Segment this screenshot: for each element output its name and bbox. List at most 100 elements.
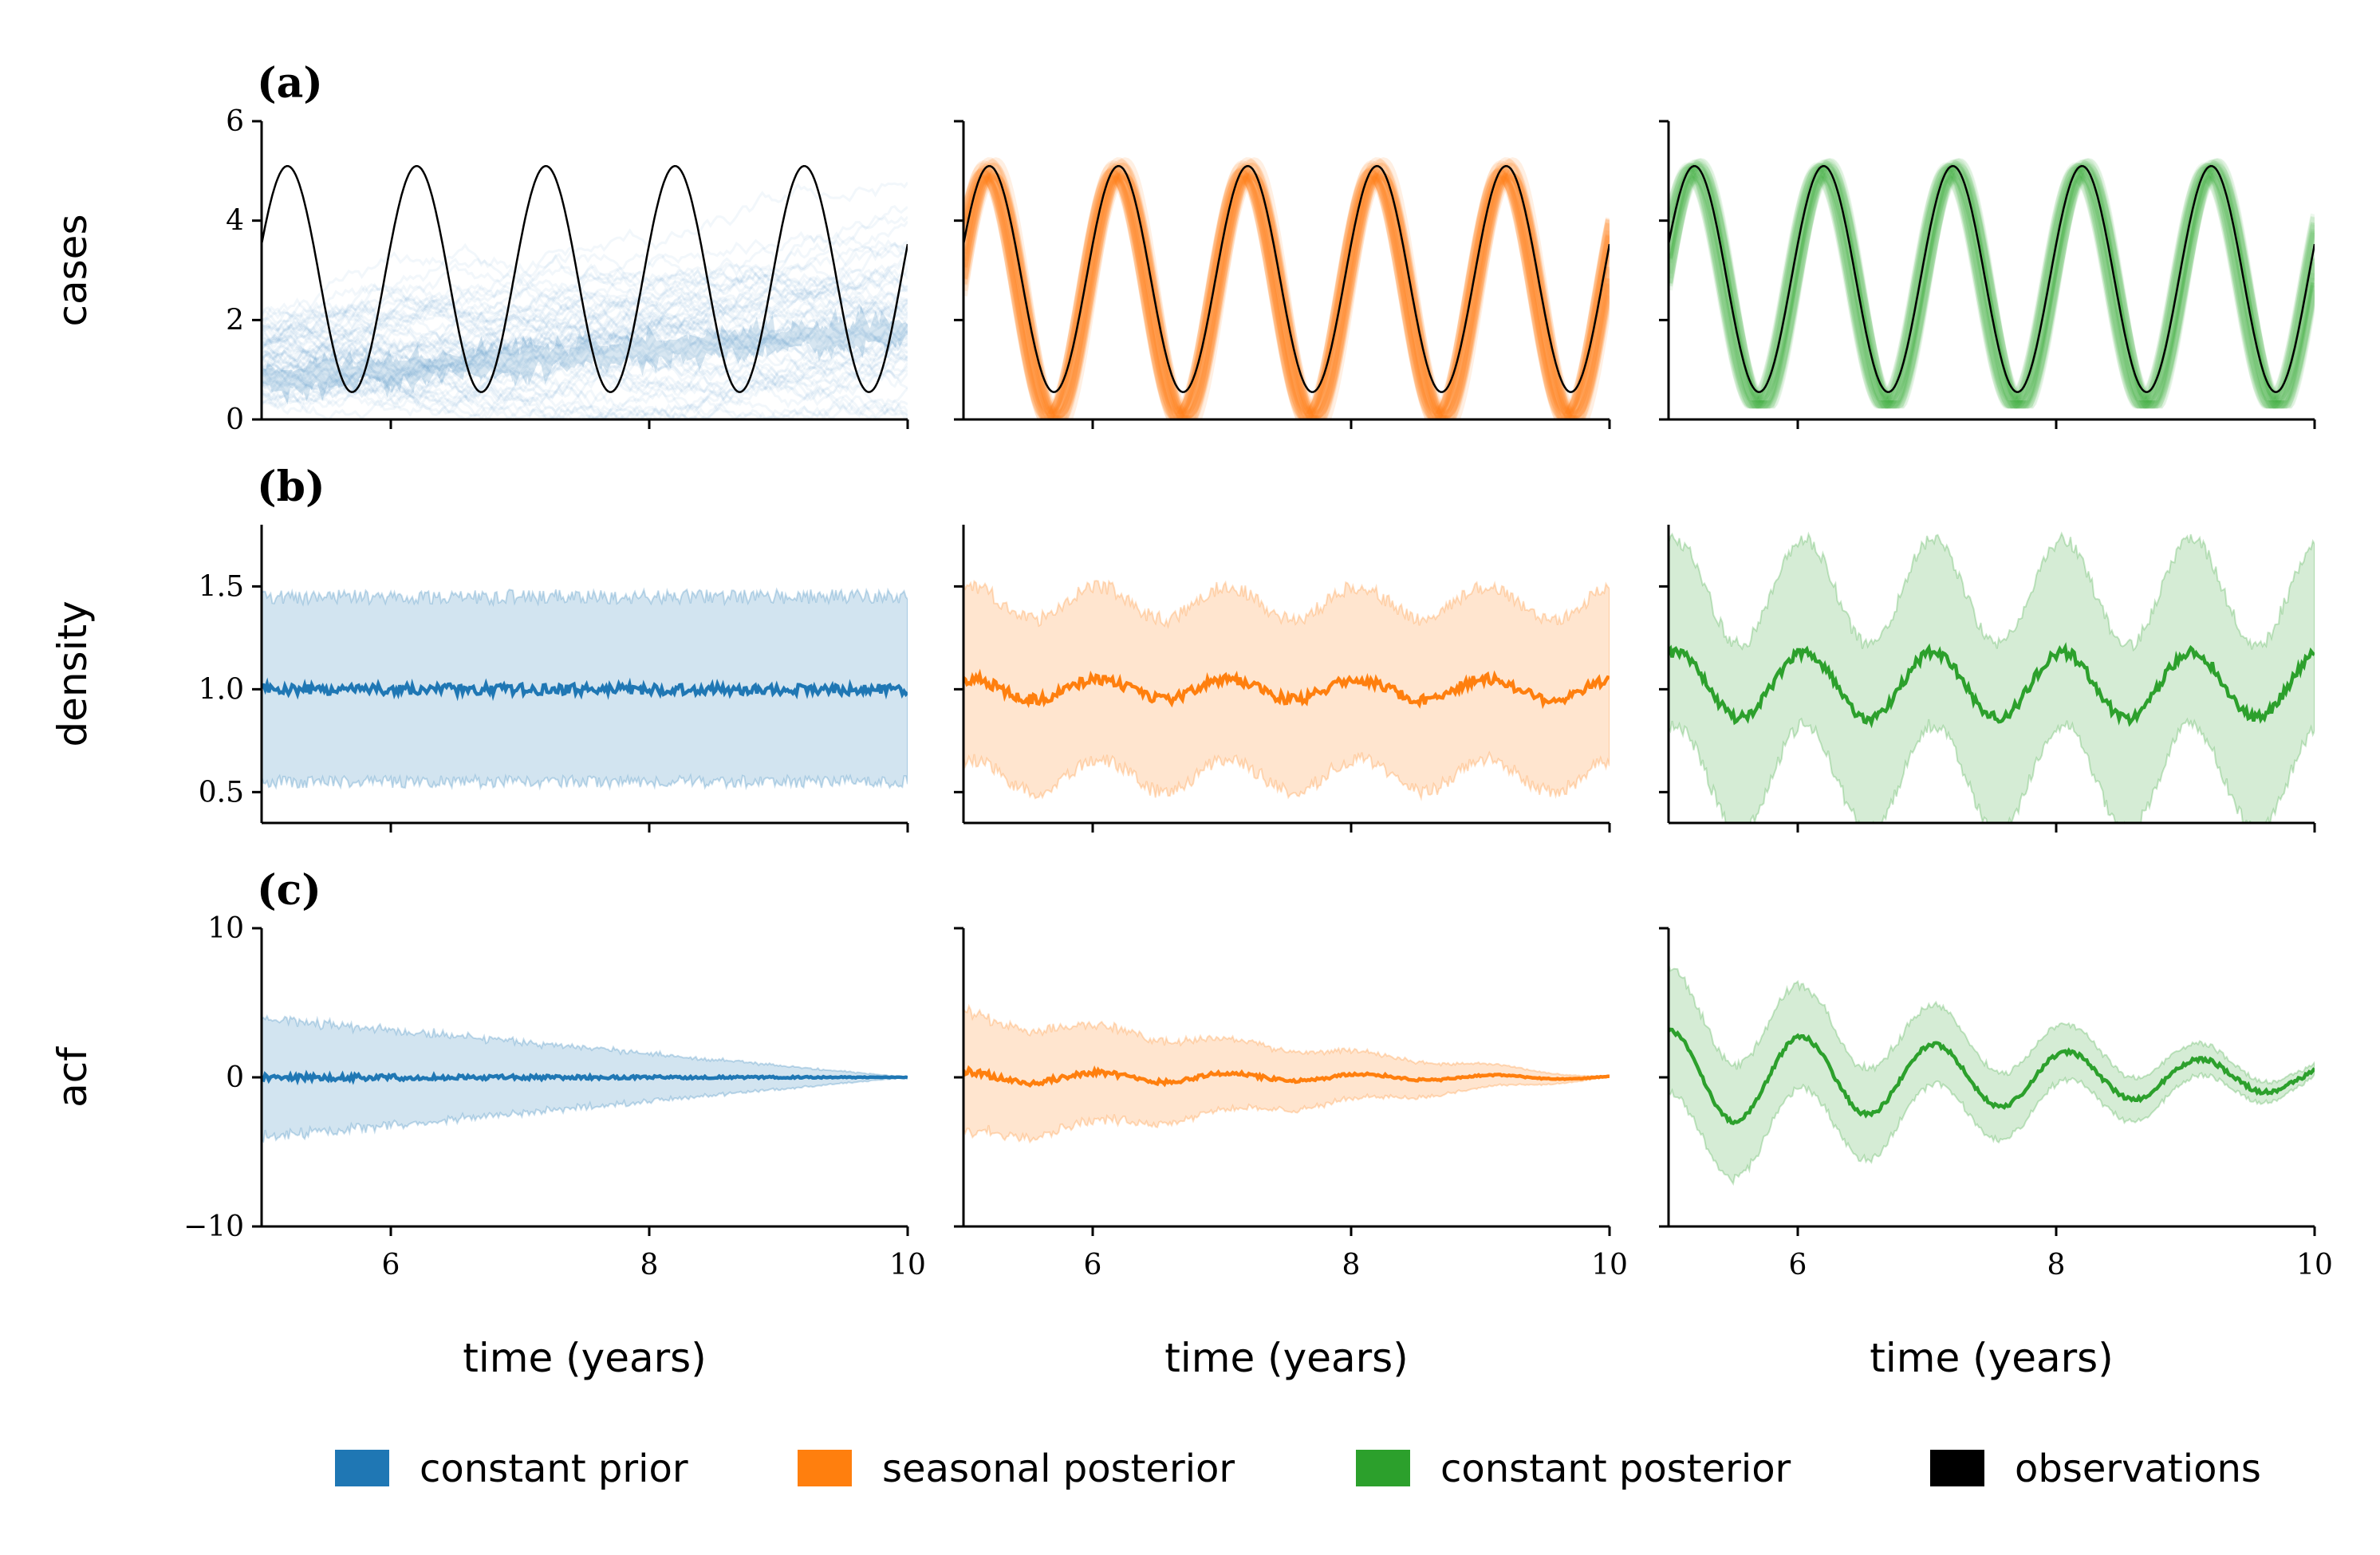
trajectory-line (1669, 163, 2315, 409)
panel-r1-c2 (1659, 525, 2316, 833)
y-axis-title: density (49, 600, 96, 746)
mean-line (1669, 642, 2315, 729)
legend-swatch (1930, 1450, 1984, 1486)
trajectory-line (262, 309, 908, 400)
y-axis-title: cases (49, 215, 96, 327)
trajectory-line (262, 205, 908, 325)
trajectory-line (262, 333, 908, 419)
trajectory-line (262, 254, 908, 350)
y-tick-label: 0 (226, 404, 244, 436)
plot-area (963, 579, 1610, 802)
trajectory-line (1669, 158, 2315, 409)
x-tick-label: 6 (1789, 1249, 1807, 1281)
mean-line (963, 668, 1610, 710)
trajectory-line (262, 266, 908, 354)
trajectory-line (262, 181, 908, 321)
trajectory-line (262, 287, 908, 350)
trajectory-line (262, 220, 908, 315)
trajectory-line (262, 242, 908, 390)
trajectory-line (262, 258, 908, 348)
trajectory-line (1669, 158, 2315, 409)
trajectory-line (262, 302, 908, 381)
trajectory-line (262, 305, 908, 362)
x-axis-title: time (years) (1870, 1335, 2113, 1381)
trajectory-line (963, 168, 1610, 419)
trajectory-line (262, 319, 908, 372)
y-tick-label: 0.5 (199, 776, 244, 809)
legend-item: constant posterior (1356, 1447, 1791, 1491)
trajectory-line (262, 361, 908, 410)
trajectory-line (963, 172, 1610, 418)
trajectory-line (262, 262, 908, 341)
y-tick-label: 0 (226, 1061, 244, 1094)
panel-r2-c0: −10 0 10 6 8 10 (183, 912, 926, 1281)
y-tick-label: 2 (226, 304, 244, 337)
legend-label: constant posterior (1440, 1447, 1791, 1491)
plot-area (963, 157, 1610, 419)
x-tick-label: 8 (640, 1249, 659, 1281)
trajectory-line (262, 329, 908, 390)
legend-item: observations (1930, 1447, 2261, 1491)
trajectory-line (262, 380, 908, 419)
y-tick-label: 10 (207, 912, 244, 945)
trajectory-line (262, 365, 908, 419)
trajectory-line (262, 245, 908, 395)
plot-area (262, 1014, 908, 1144)
legend-label: seasonal posterior (882, 1447, 1235, 1491)
observations-line (1669, 164, 2315, 393)
y-tick-label: 1.0 (199, 673, 244, 706)
mean-line (963, 1065, 1610, 1088)
trajectory-line (963, 167, 1610, 419)
panel-r1-c0: 0.5 1.0 1.5 (199, 525, 909, 833)
trajectory-line (262, 362, 908, 417)
trajectory-line (963, 172, 1610, 418)
observations-line (262, 164, 908, 393)
trajectory-line (262, 376, 908, 419)
trajectory-line (262, 344, 908, 417)
trajectory-line (963, 169, 1610, 419)
trajectory-line (262, 268, 908, 376)
trajectory-line (262, 268, 908, 376)
trajectory-line (262, 238, 908, 344)
x-tick-label: 10 (2296, 1249, 2333, 1281)
trajectory-line (262, 347, 908, 416)
trajectory-line (262, 321, 908, 400)
trajectory-line (262, 274, 908, 349)
plot-area (963, 1003, 1610, 1144)
y-axis-title: acf (49, 1046, 96, 1108)
trajectory-line (262, 318, 908, 366)
plot-area (1669, 158, 2315, 409)
trajectory-line (262, 293, 908, 363)
legend-swatch (798, 1450, 852, 1486)
trajectory-line (262, 268, 908, 349)
trajectory-line (262, 264, 908, 377)
trajectory-line (963, 157, 1610, 419)
trajectory-line (1669, 171, 2315, 404)
panel-r2-c2: 6 8 10 (1659, 927, 2333, 1281)
trajectory-line (262, 351, 908, 407)
trajectory-line (262, 262, 908, 369)
trajectory-line (262, 286, 908, 384)
trajectory-line (262, 300, 908, 374)
trajectory-line (262, 334, 908, 419)
trajectory-line (1669, 158, 2315, 409)
legend: constant prior seasonal posterior constant… (335, 1447, 2261, 1491)
panel-label: (b) (257, 463, 325, 511)
trajectory-line (963, 174, 1610, 416)
trajectory-line (262, 302, 908, 415)
trajectory-line (1669, 173, 2315, 402)
plot-area (1669, 531, 2315, 823)
trajectory-line (262, 341, 908, 418)
x-tick-label: 6 (1084, 1249, 1102, 1281)
trajectory-line (1669, 160, 2315, 409)
trajectory-line (262, 304, 908, 369)
trajectory-line (262, 348, 908, 419)
x-axis-title: time (years) (1164, 1335, 1408, 1381)
y-tick-label: −10 (183, 1211, 244, 1243)
panel-r0-c1 (954, 120, 1611, 429)
panel-label: (c) (257, 866, 321, 915)
x-tick-label: 10 (1591, 1249, 1628, 1281)
trajectory-line (262, 300, 908, 363)
x-axis-titles: time (years) time (years) time (years) (463, 1335, 2113, 1381)
trajectory-line (262, 342, 908, 408)
